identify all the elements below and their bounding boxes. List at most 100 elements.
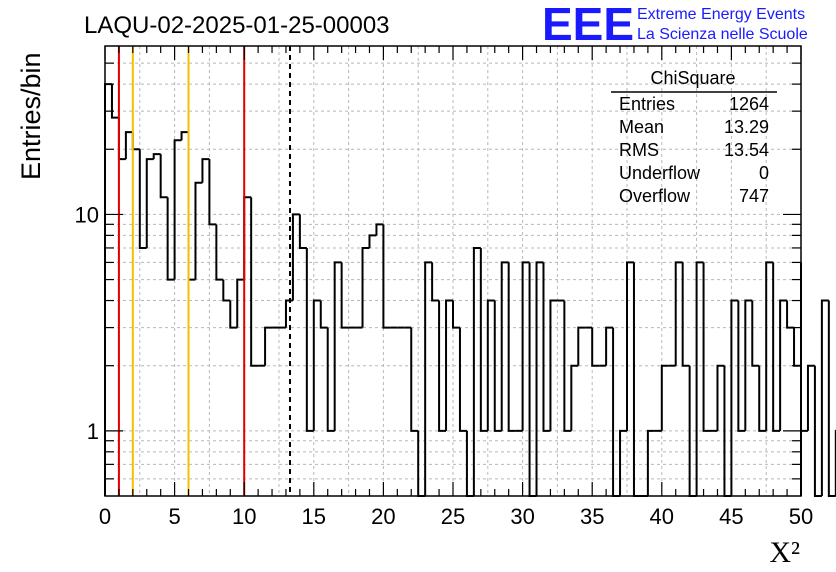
histogram-bin	[479, 247, 488, 432]
stats-label: Underflow	[619, 163, 701, 183]
histogram-bin	[458, 327, 467, 432]
histogram-bin	[535, 261, 544, 496]
histogram-bin	[681, 262, 690, 367]
histogram-bin	[340, 262, 349, 329]
histogram-bin	[159, 154, 168, 199]
histogram-bin	[250, 197, 259, 367]
histogram-bin	[375, 223, 384, 236]
stats-row-mean: Mean 13.29	[619, 117, 769, 137]
stats-value: 747	[739, 186, 769, 206]
histogram-bin	[806, 364, 815, 431]
histogram-bin	[779, 299, 788, 431]
logo-line-2: La Scienza nelle Scuole	[637, 26, 808, 43]
histogram-bin	[298, 214, 307, 249]
histogram-bin	[110, 84, 119, 119]
histogram-bin	[716, 364, 725, 431]
histogram-bin	[695, 261, 704, 496]
histogram-bin	[382, 224, 391, 329]
histogram-bin	[765, 261, 774, 431]
histogram-bin	[291, 213, 300, 301]
histogram-bin	[549, 299, 558, 431]
eee-logo: EEE Extreme Energy Events La Scienza nel…	[542, 0, 808, 50]
x-tick-label: 15	[302, 504, 326, 529]
x-tick-label: 25	[441, 504, 465, 529]
stats-value: 1264	[729, 94, 769, 114]
x-ticks: 0 5 10 15 20 25 30 35 40 45 50	[99, 46, 813, 529]
stats-label: RMS	[619, 140, 659, 160]
histogram-bin	[507, 262, 516, 432]
y-ticks: 1 10	[75, 62, 801, 480]
chart-title: LAQU-02-2025-01-25-00003	[84, 12, 390, 39]
stats-row-entries: Entries 1264	[619, 94, 769, 114]
stats-label: Entries	[619, 94, 675, 114]
stats-row-overflow: Overflow 747	[619, 186, 769, 206]
histogram-bin	[493, 300, 502, 432]
histogram-bin	[626, 261, 634, 431]
histogram-bin	[319, 300, 328, 329]
x-tick-label: 45	[719, 504, 743, 529]
histogram-bin	[570, 364, 579, 431]
histogram-bin	[138, 149, 147, 249]
histogram-bin	[452, 300, 460, 329]
histogram-bin	[194, 181, 203, 280]
histogram-bin	[333, 261, 342, 431]
histogram-bin	[521, 261, 530, 431]
histogram-bin	[236, 278, 245, 328]
histogram-bin	[312, 299, 321, 431]
histogram-bin	[674, 261, 683, 366]
stats-title: ChiSquare	[650, 68, 735, 88]
x-tick-label: 35	[580, 504, 604, 529]
x-tick-label: 40	[650, 504, 674, 529]
logo-line-1: Extreme Energy Events	[637, 6, 805, 23]
histogram-bin	[486, 299, 495, 431]
histogram-bin	[215, 224, 224, 281]
stats-label: Mean	[619, 117, 664, 137]
histogram-bin	[751, 300, 760, 367]
histogram-bin	[646, 429, 655, 496]
histogram-bin	[591, 327, 600, 367]
x-axis-label: X²	[769, 536, 800, 569]
histogram-bin	[222, 279, 231, 302]
histogram-bin	[820, 299, 829, 496]
histogram-bin	[737, 300, 746, 432]
y-tick-label: 10	[75, 202, 99, 227]
histogram-bin	[577, 326, 586, 366]
histogram-bin	[744, 299, 753, 431]
histogram-bin	[361, 246, 370, 328]
histogram-bin	[410, 327, 419, 432]
x-tick-label: 5	[168, 504, 180, 529]
histogram-bin	[660, 364, 669, 431]
histogram-bin	[208, 159, 217, 226]
reference-lines	[117, 46, 291, 496]
histogram-bin	[264, 326, 273, 366]
stats-value: 13.29	[724, 117, 769, 137]
logo-mark: EEE	[542, 0, 634, 50]
histogram-bin	[180, 131, 189, 141]
stats-row-underflow: Underflow 0	[619, 163, 769, 183]
histogram-bin	[827, 300, 836, 497]
stats-label: Overflow	[619, 186, 691, 206]
stats-box: ChiSquare Entries 1264 Mean 13.29 RMS 13…	[611, 68, 777, 206]
stats-value: 13.54	[724, 140, 769, 160]
histogram-bin	[786, 300, 795, 329]
stats-row-rms: RMS 13.54	[619, 140, 769, 160]
histogram-bin	[173, 139, 182, 280]
histogram-bin	[305, 247, 314, 432]
x-tick-label: 10	[232, 504, 256, 529]
histogram-bin	[326, 327, 335, 432]
stats-value: 0	[759, 163, 769, 183]
x-tick-label: 20	[371, 504, 395, 529]
x-tick-label: 0	[99, 504, 111, 529]
histogram-bin	[563, 300, 572, 432]
histogram-bin	[702, 262, 711, 432]
histogram-bin	[431, 262, 440, 302]
histogram-bin	[772, 262, 781, 432]
histogram-bin	[813, 365, 822, 497]
histogram-bin	[758, 365, 767, 432]
histogram-bin	[445, 299, 453, 431]
histogram-bin	[424, 261, 433, 496]
y-tick-label: 1	[87, 419, 99, 444]
histogram-bin	[124, 131, 133, 160]
histogram-bin	[166, 197, 175, 281]
